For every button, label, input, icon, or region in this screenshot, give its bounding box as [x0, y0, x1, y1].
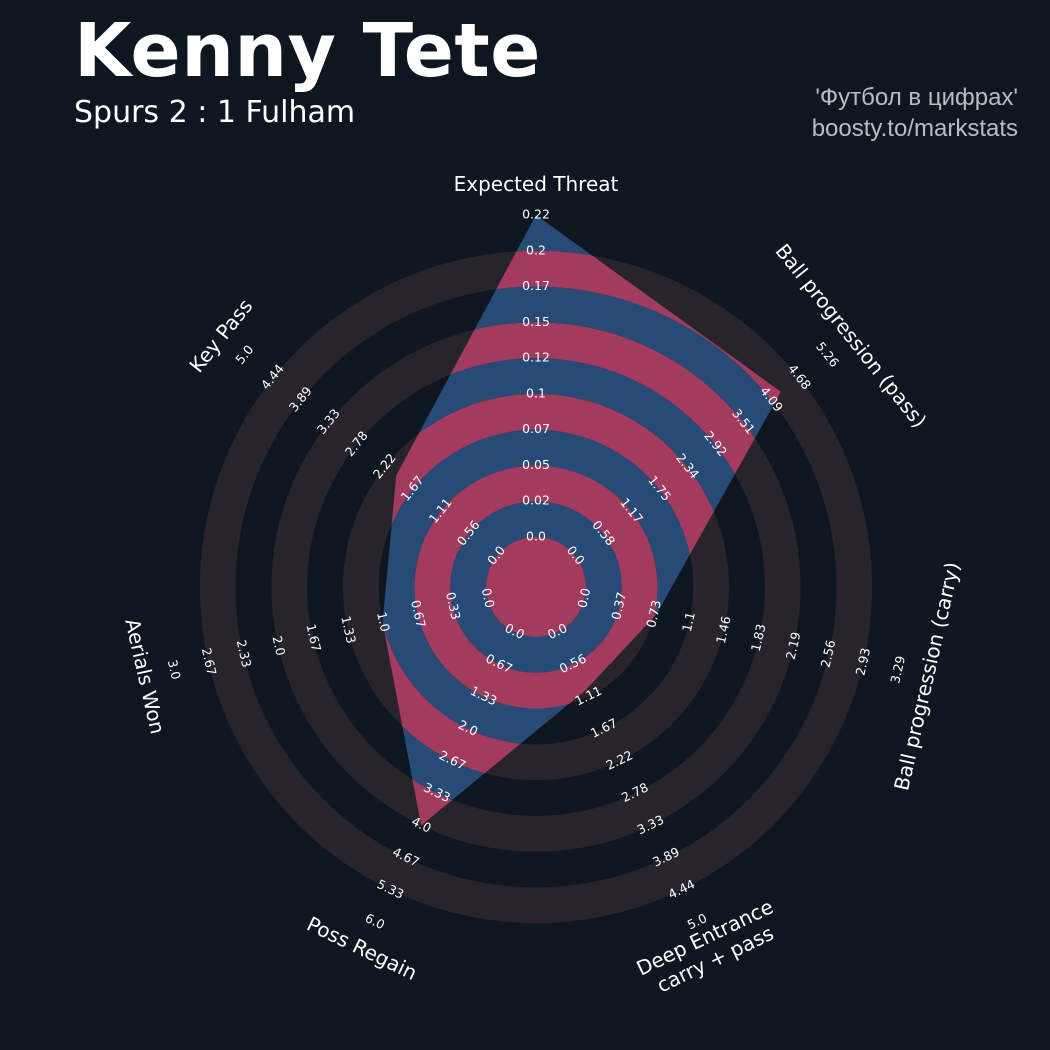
tick-label-ball-progression-carry: 1.1 [679, 610, 698, 633]
tick-label-expected-threat: 0.22 [522, 207, 550, 222]
tick-label-ball-progression-carry: 1.83 [748, 622, 769, 652]
tick-label-ball-progression-carry: 0.37 [608, 591, 629, 621]
tick-label-aerials-won: 2.33 [234, 638, 255, 668]
tick-label-aerials-won: 3.0 [165, 658, 184, 681]
tick-label-expected-threat: 0.02 [522, 493, 550, 508]
credits-block: 'Футбол в цифрах' boosty.to/markstats [812, 82, 1018, 144]
tick-label-aerials-won: 0.33 [443, 591, 464, 621]
tick-label-aerials-won: 0.67 [408, 599, 429, 629]
tick-label-expected-threat: 0.07 [522, 421, 550, 436]
radar-value-area [382, 215, 781, 826]
tick-label-expected-threat: 0.15 [522, 314, 550, 329]
match-score-subtitle: Spurs 2 : 1 Fulham [74, 95, 356, 130]
tick-label-aerials-won: 1.33 [338, 615, 359, 645]
tick-label-ball-progression-carry: 2.19 [783, 630, 804, 661]
radar-tick-labels: 0.0 0.02 0.05 0.07 0.1 0.12 0.15 0.17 0.2 0.22 0.0… [165, 207, 908, 933]
value-ring [486, 537, 586, 637]
tick-label-ball-progression-carry: 1.46 [713, 614, 734, 645]
tick-label-expected-threat: 0.12 [522, 350, 550, 365]
player-name-title: Kenny Tete [74, 8, 541, 94]
axis-label-aerials-won: Aerials Won [121, 616, 171, 736]
value-ring [450, 501, 622, 673]
tick-label-expected-threat: 0.0 [526, 529, 546, 544]
credits-channel-name: 'Футбол в цифрах' [815, 84, 1018, 111]
credits-url: boosty.to/markstats [811, 115, 1018, 143]
tick-label-expected-threat: 0.2 [526, 242, 546, 257]
tick-label-expected-threat: 0.1 [526, 385, 546, 400]
tick-label-ball-progression-carry: 0.73 [643, 599, 664, 629]
tick-label-ball-progression-carry: 2.56 [818, 638, 839, 669]
tick-label-aerials-won: 1.0 [374, 610, 393, 633]
tick-label-ball-progression-carry: 0.0 [574, 587, 593, 610]
tick-label-ball-progression-carry: 3.29 [887, 654, 908, 685]
tick-label-ball-progression-carry: 2.93 [852, 646, 873, 676]
axis-label-expected-threat: Expected Threat [454, 172, 619, 196]
tick-label-aerials-won: 2.0 [269, 634, 288, 657]
tick-label-aerials-won: 0.0 [479, 587, 498, 610]
tick-label-aerials-won: 2.67 [199, 646, 220, 676]
tick-label-expected-threat: 0.05 [522, 457, 550, 472]
tick-label-expected-threat: 0.17 [522, 278, 550, 293]
tick-label-aerials-won: 1.67 [303, 622, 324, 652]
value-ring [414, 465, 658, 709]
